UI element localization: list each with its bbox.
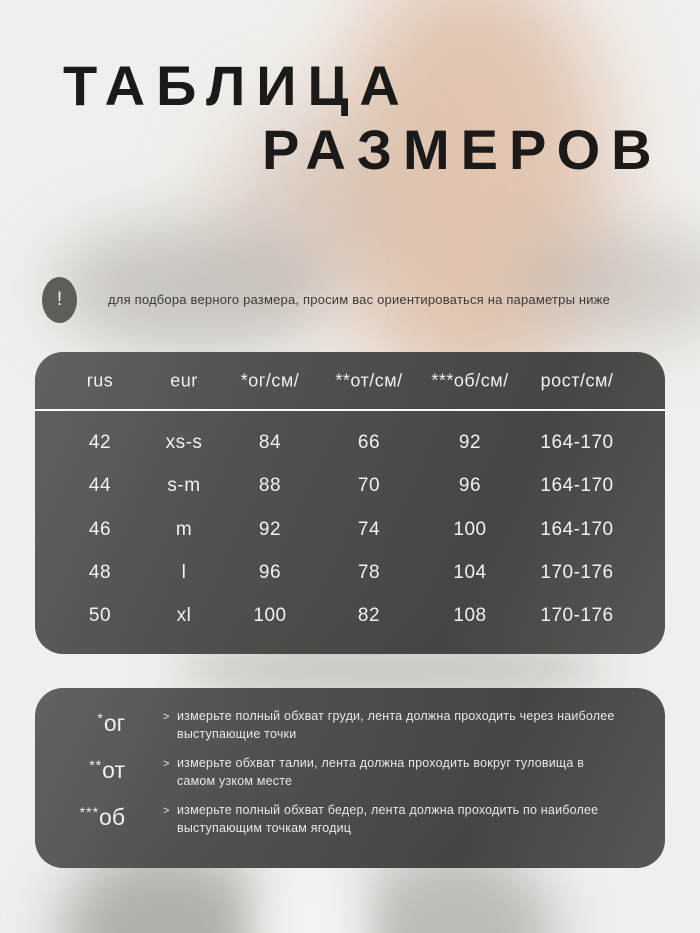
- table-cell: 74: [357, 518, 381, 540]
- footnote-description-text: измерьте полный обхват бедер, лента долж…: [177, 803, 599, 835]
- table-cell: 96: [258, 561, 282, 583]
- chevron-right-icon: >: [163, 758, 170, 770]
- table-cell: 78: [357, 561, 381, 583]
- table-cell: 82: [357, 605, 381, 627]
- footnote-stars: *: [97, 710, 104, 726]
- footnote-stars: ***: [79, 804, 100, 820]
- table-cell: 84: [258, 431, 282, 453]
- footnote-description: > измерьте полный обхват груди, лента дол…: [163, 708, 639, 743]
- footnote-stars: **: [89, 757, 103, 773]
- footnote-ot: **от > измерьте обхват талии, лента должн…: [35, 755, 665, 791]
- footnote-term: ***об: [35, 801, 125, 830]
- table-cell: 170-176: [540, 605, 614, 627]
- measurement-notes-panel: *ог > измерьте полный обхват груди, лента…: [35, 688, 665, 868]
- table-cell: 164-170: [540, 518, 614, 540]
- table-row: 48 l 96 78 104 170-176: [35, 551, 665, 594]
- table-row: 42 xs-s 84 66 92 164-170: [35, 421, 665, 464]
- table-cell: 88: [258, 475, 282, 497]
- notice-text: для подбора верного размера, просим вас …: [108, 292, 611, 307]
- table-cell: 44: [88, 475, 112, 497]
- table-cell: 66: [357, 431, 381, 453]
- size-table-panel: rus eur *ог/см/ **от/см/ ***об/см/ рост/…: [35, 352, 665, 654]
- column-header-rus: rus: [86, 370, 114, 390]
- footnote-term: *ог: [35, 707, 125, 736]
- footnote-term: **от: [35, 754, 125, 783]
- footnote-term-label: от: [102, 757, 125, 783]
- header-separator-line: [35, 409, 665, 411]
- table-cell: 92: [258, 518, 282, 540]
- footnote-og: *ог > измерьте полный обхват груди, лента…: [35, 708, 665, 744]
- table-cell: xs-s: [165, 431, 203, 453]
- table-cell: 70: [357, 475, 381, 497]
- table-cell: s-m: [167, 475, 201, 497]
- footnote-term-label: об: [99, 804, 125, 830]
- table-cell: 164-170: [540, 431, 614, 453]
- table-header-row: rus eur *ог/см/ **от/см/ ***об/см/ рост/…: [35, 352, 665, 409]
- table-row: 44 s-m 88 70 96 164-170: [35, 464, 665, 507]
- table-row: 50 xl 100 82 108 170-176: [35, 595, 665, 638]
- table-cell: 100: [453, 518, 487, 540]
- table-cell: 48: [88, 561, 112, 583]
- table-body: 42 xs-s 84 66 92 164-170 44 s-m 88 70 96…: [35, 421, 665, 638]
- column-header-ob: ***об/см/: [431, 370, 509, 390]
- blurred-backdrop-shape: [55, 225, 325, 350]
- table-cell: 104: [453, 561, 487, 583]
- table-cell: l: [181, 561, 187, 583]
- table-cell: 50: [88, 605, 112, 627]
- table-cell: xl: [176, 605, 192, 627]
- column-header-rost: рост/см/: [540, 370, 614, 390]
- table-cell: 42: [88, 431, 112, 453]
- table-cell: 100: [253, 605, 287, 627]
- page-title-line-1: ТАБЛИЦА: [63, 54, 411, 117]
- table-cell: 92: [458, 431, 482, 453]
- table-cell: 96: [458, 475, 482, 497]
- exclamation-icon: !: [42, 277, 77, 323]
- column-header-ot: **от/см/: [335, 370, 403, 390]
- table-row: 46 m 92 74 100 164-170: [35, 508, 665, 551]
- column-header-og: *ог/см/: [240, 370, 300, 390]
- table-cell: 164-170: [540, 475, 614, 497]
- footnote-description: > измерьте обхват талии, лента должна про…: [163, 755, 639, 790]
- footnote-description-text: измерьте полный обхват груди, лента долж…: [177, 709, 615, 741]
- table-cell: 170-176: [540, 561, 614, 583]
- table-cell: 46: [88, 518, 112, 540]
- table-cell: 108: [453, 605, 487, 627]
- footnote-list: *ог > измерьте полный обхват груди, лента…: [35, 708, 665, 838]
- footnote-term-label: ог: [103, 710, 125, 736]
- chevron-right-icon: >: [163, 711, 170, 723]
- table-cell: m: [175, 518, 193, 540]
- chevron-right-icon: >: [163, 805, 170, 817]
- footnote-ob: ***об > измерьте полный обхват бедер, лен…: [35, 802, 665, 838]
- footnote-description: > измерьте полный обхват бедер, лента дол…: [163, 802, 639, 837]
- column-header-eur: eur: [170, 370, 198, 390]
- footnote-description-text: измерьте обхват талии, лента должна прох…: [177, 756, 585, 788]
- blurred-backdrop-shape: [515, 230, 700, 340]
- page-title-line-2: РАЗМЕРОВ: [262, 118, 663, 181]
